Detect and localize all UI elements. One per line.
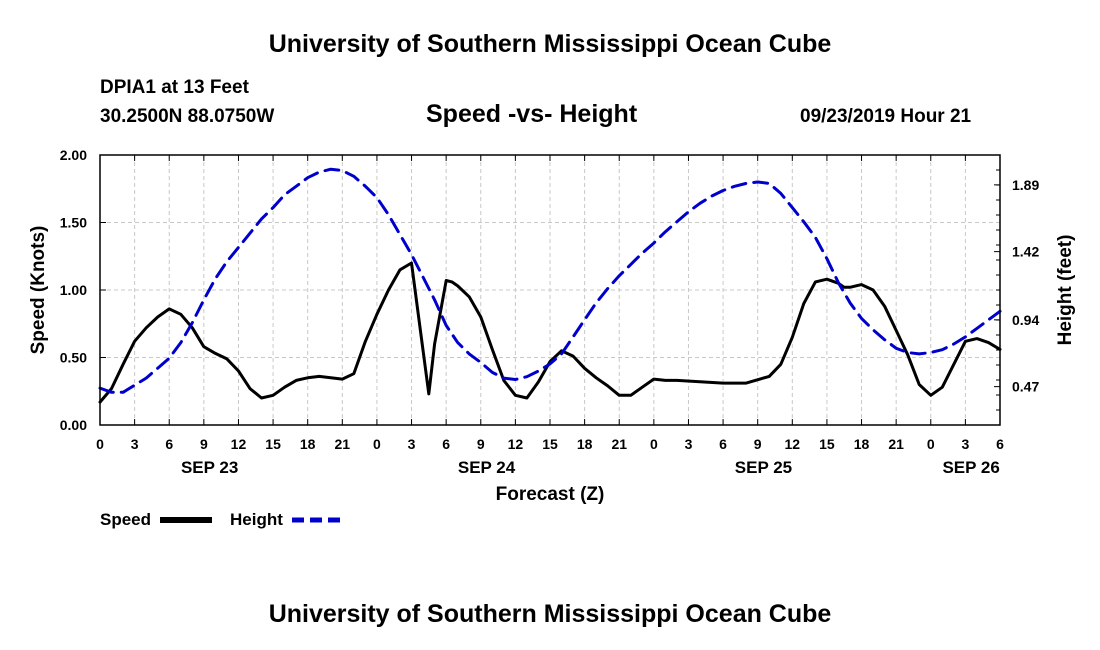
legend-speed-label: Speed <box>100 510 151 529</box>
x-tick-label: 6 <box>719 436 727 452</box>
x-date-label: SEP 25 <box>735 458 792 477</box>
x-tick-label: 15 <box>265 436 281 452</box>
x-tick-label: 18 <box>854 436 870 452</box>
x-tick-label: 12 <box>231 436 247 452</box>
x-tick-label: 18 <box>577 436 593 452</box>
x-tick-label: 9 <box>200 436 208 452</box>
x-tick-label: 15 <box>542 436 558 452</box>
y2-axis-label: Height (feet) <box>1055 235 1076 346</box>
chart-subtitle: Speed -vs- Height <box>426 100 638 128</box>
y-tick-label: 0.00 <box>60 417 87 433</box>
x-tick-label: 6 <box>996 436 1004 452</box>
y2-tick-label: 1.89 <box>1012 177 1039 193</box>
x-tick-label: 21 <box>888 436 904 452</box>
x-tick-label: 21 <box>611 436 627 452</box>
x-date-label: SEP 23 <box>181 458 238 477</box>
x-tick-label: 21 <box>335 436 351 452</box>
x-tick-label: 0 <box>373 436 381 452</box>
x-tick-label: 15 <box>819 436 835 452</box>
station-coordinates: 30.2500N 88.0750W <box>100 106 275 127</box>
x-tick-label: 9 <box>477 436 485 452</box>
x-tick-label: 12 <box>785 436 801 452</box>
y2-tick-label: 0.47 <box>1012 379 1039 395</box>
x-tick-label: 18 <box>300 436 316 452</box>
chart-title: University of Southern Mississippi Ocean… <box>268 30 832 58</box>
y-tick-label: 1.00 <box>60 282 87 298</box>
x-tick-label: 6 <box>165 436 173 452</box>
x-tick-label: 3 <box>685 436 693 452</box>
x-tick-label: 3 <box>408 436 416 452</box>
x-date-label: SEP 24 <box>458 458 516 477</box>
legend-height-label: Height <box>230 510 283 529</box>
x-axis-label: Forecast (Z) <box>496 484 605 505</box>
station-label: DPIA1 at 13 Feet <box>100 77 249 98</box>
forecast-date: 09/23/2019 Hour 21 <box>800 106 972 127</box>
y2-tick-label: 0.94 <box>1012 312 1039 328</box>
x-tick-label: 12 <box>508 436 524 452</box>
height-series-line <box>98 167 1002 394</box>
plot-frame <box>99 154 1001 426</box>
y-tick-label: 0.50 <box>60 350 87 366</box>
x-tick-label: 3 <box>961 436 969 452</box>
footer-title: University of Southern Mississippi Ocean… <box>268 600 832 628</box>
x-tick-label: 0 <box>650 436 658 452</box>
x-tick-label: 9 <box>754 436 762 452</box>
x-tick-label: 3 <box>131 436 139 452</box>
y-tick-label: 1.50 <box>60 215 87 231</box>
x-tick-label: 6 <box>442 436 450 452</box>
y-tick-label: 2.00 <box>60 147 87 163</box>
x-date-label: SEP 26 <box>942 458 999 477</box>
x-tick-label: 0 <box>96 436 104 452</box>
y2-tick-label: 1.42 <box>1012 244 1039 260</box>
y-axis-label: Speed (Knots) <box>28 226 49 355</box>
x-tick-label: 0 <box>927 436 935 452</box>
speed-series-line <box>98 261 1002 404</box>
